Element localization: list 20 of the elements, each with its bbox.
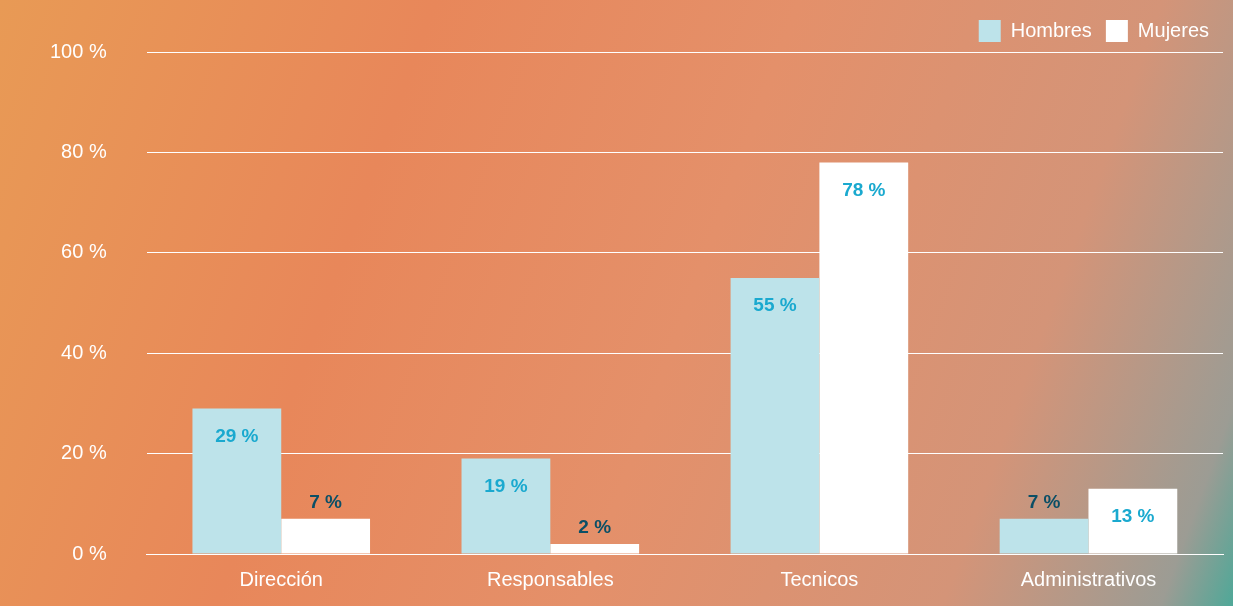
data-label: 29 %: [215, 424, 259, 446]
data-label: 78 %: [842, 178, 886, 200]
x-tick-label: Dirección: [239, 567, 323, 590]
y-tick-label: 60 %: [61, 240, 107, 263]
data-label: 55 %: [753, 294, 797, 316]
legend-label: Mujeres: [1137, 18, 1210, 41]
y-tick-label: 0 %: [72, 541, 107, 564]
x-tick-label: Administrativos: [1020, 567, 1157, 590]
y-tick-label: 40 %: [61, 340, 107, 363]
x-tick-label: Responsables: [486, 567, 614, 590]
data-label: 7 %: [309, 491, 343, 513]
legend-label: Hombres: [1010, 18, 1092, 41]
y-tick-label: 80 %: [61, 139, 107, 162]
y-tick-label: 20 %: [61, 441, 107, 464]
data-label: 2 %: [578, 516, 612, 538]
data-label: 7 %: [1027, 491, 1061, 513]
data-label: 19 %: [484, 474, 528, 496]
y-tick-label: 100 %: [49, 39, 107, 62]
x-tick-label: Tecnicos: [780, 567, 859, 590]
data-label: 13 %: [1111, 504, 1155, 526]
